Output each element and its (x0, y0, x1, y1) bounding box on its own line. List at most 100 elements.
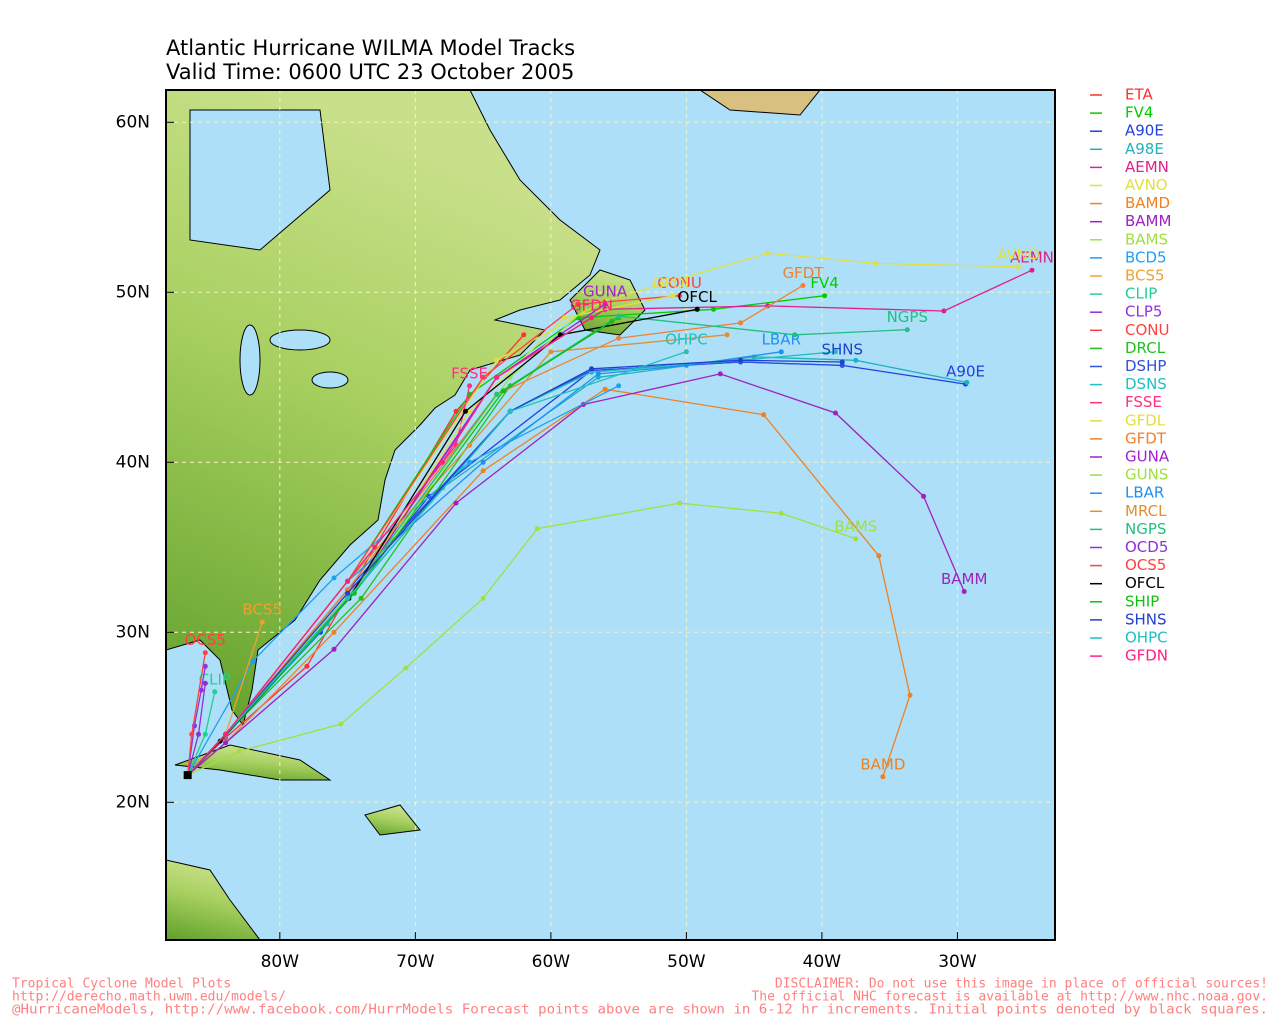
x-tick-label: 80W (261, 952, 300, 972)
track-label: A90E (946, 363, 985, 381)
track-point (792, 332, 798, 338)
track-point (683, 349, 689, 355)
legend-label: BCS5 (1125, 267, 1165, 285)
track-point (561, 315, 567, 321)
track-point (198, 687, 204, 693)
track-point (595, 371, 601, 377)
legend-label: GUNS (1125, 466, 1168, 484)
legend-label: ETA (1125, 86, 1153, 104)
track-point (609, 318, 615, 324)
track-label: BCS5 (242, 601, 282, 619)
track-point (880, 774, 886, 780)
track-point (904, 327, 910, 333)
footer-left: Tropical Cyclone Model Plots (12, 977, 231, 992)
track-label: GFDN (570, 296, 613, 314)
track-point (778, 349, 784, 355)
track-point (500, 388, 506, 394)
track-point (800, 283, 806, 288)
track-point (575, 301, 581, 307)
legend-label: CLP5 (1125, 303, 1162, 321)
legend-label: CONU (1125, 321, 1169, 339)
track-point (331, 629, 337, 635)
track-label: BAMM (941, 570, 987, 588)
track-point (677, 500, 683, 506)
track-point (250, 658, 256, 664)
track-label: NGPS (887, 308, 928, 326)
footer: Tropical Cyclone Model Plotshttp://derec… (12, 977, 1268, 1018)
track-point (602, 301, 608, 307)
legend-label: DSHP (1125, 357, 1166, 375)
track-label: OHPC (665, 330, 708, 348)
x-tick-label: 70W (396, 952, 435, 972)
track-point (589, 315, 595, 321)
track-point (480, 374, 486, 380)
y-tick-label: 50N (116, 282, 150, 302)
track-label: FSSE (451, 364, 488, 382)
track-point (403, 665, 409, 671)
track-point (839, 359, 845, 365)
track-point (921, 493, 927, 499)
track-point (236, 748, 242, 754)
legend-label: MRCL (1125, 502, 1167, 520)
track-point (961, 589, 967, 594)
track-point (202, 650, 208, 656)
track-point (480, 468, 486, 474)
land (166, 90, 821, 940)
footer-right: The official NHC forecast is available a… (751, 990, 1268, 1005)
track-point (494, 391, 500, 397)
legend-label: A90E (1125, 122, 1164, 140)
track-point (196, 731, 202, 737)
track-point (616, 383, 622, 389)
track-point (453, 500, 459, 506)
track-point (521, 332, 527, 338)
track-label: GUNA (583, 283, 628, 301)
track-point (304, 663, 310, 669)
x-tick-label: 40W (803, 952, 842, 972)
track-point (710, 306, 716, 312)
track-point (223, 731, 229, 737)
x-tick-label: 30W (938, 952, 977, 972)
track-label: GFDL (653, 274, 694, 292)
y-tick-label: 20N (116, 792, 150, 812)
legend-label: AVNO (1125, 176, 1168, 194)
track-point (507, 408, 513, 414)
track-point (853, 536, 859, 542)
y-tick-label: 60N (116, 112, 150, 132)
legend-label: NGPS (1125, 520, 1166, 538)
track-point (589, 366, 595, 372)
footer-left: http://derecho.math.uwm.edu/models/ (12, 990, 286, 1005)
legend-label: DRCL (1125, 339, 1166, 357)
track-point (259, 619, 265, 625)
track-point (616, 335, 622, 341)
track-point (724, 332, 730, 338)
track-label: OFCL (678, 288, 718, 306)
track-label: OCS5 (185, 631, 226, 649)
track-point (832, 410, 838, 416)
track-point (534, 526, 540, 532)
track-point (876, 553, 882, 559)
track-label: BAMS (834, 517, 877, 535)
legend-label: FSSE (1125, 393, 1162, 411)
track-label: AEMN (1010, 249, 1054, 267)
track-point (345, 578, 351, 584)
track-point (212, 689, 218, 695)
track-point (907, 692, 913, 698)
y-tick-label: 40N (116, 452, 150, 472)
track-line (187, 666, 206, 776)
track-label: SHNS (821, 341, 863, 359)
legend-label: GFDT (1125, 429, 1167, 447)
legend-label: SHNS (1125, 610, 1167, 628)
footer-right: DISCLAIMER: Do not use this image in pla… (775, 977, 1268, 992)
legend-label: BCD5 (1125, 248, 1167, 266)
legend-label: BAMS (1125, 230, 1168, 248)
x-tick-label: 50W (667, 952, 706, 972)
track-point (345, 595, 351, 601)
legend-label: BAMM (1125, 212, 1171, 230)
tracks: FV4A90EAEMNAVNOBAMDBAMMBAMSBCS5CLIPCONUF… (183, 245, 1054, 780)
track-point (694, 306, 700, 312)
track-point (683, 362, 689, 368)
legend: ETAFV4A90EA98EAEMNAVNOBAMDBAMMBAMSBCD5BC… (1090, 86, 1171, 665)
legend-label: BAMD (1125, 194, 1170, 212)
track-point (223, 740, 229, 746)
